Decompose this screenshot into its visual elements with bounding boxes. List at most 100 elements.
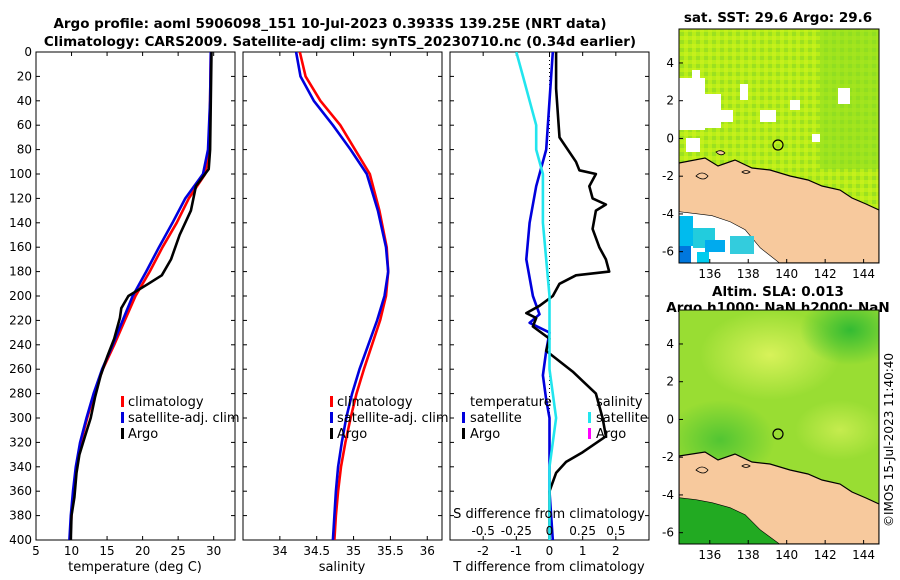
sst-map: 136 138 140 142 144 4 2 0 -2 -4 -6: [662, 28, 880, 281]
sla-map: 136 138 140 142 144 4 2 0 -2 -4 -6: [662, 309, 880, 562]
legend-argo-swatch: [121, 428, 124, 439]
x-tick-label: -2: [477, 544, 489, 558]
map-y-tick-label: -2: [662, 169, 674, 183]
y-tick-label: 380: [9, 509, 32, 523]
legend-t-argo-swatch: [462, 428, 465, 439]
legend-satellite-label: satellite-adj. clim: [337, 411, 449, 426]
map-x-tick-label: 140: [775, 267, 798, 281]
sla-map-title-line1: Altim. SLA: 0.013: [712, 284, 844, 300]
x-tick-label: 35: [346, 544, 361, 558]
y-tick-label: 240: [9, 338, 32, 352]
x-tick-label: 20: [135, 544, 150, 558]
x-tick-label: -1: [510, 544, 522, 558]
y-tick-label: 60: [17, 118, 32, 132]
series-temperature-satellite: [524, 52, 555, 540]
sst-map-title: sat. SST: 29.6 Argo: 29.6: [684, 10, 872, 26]
y-tick-label: 100: [9, 167, 32, 181]
legend-s-satellite-label: satellite: [596, 411, 648, 426]
series-satellite-adj-clim: [68, 52, 213, 540]
sst-map-frame: [678, 28, 880, 264]
difference-legend-left: temperature satellite Argo: [462, 395, 552, 442]
map-x-tick-label: 138: [737, 267, 760, 281]
legend-s-satellite-swatch: [588, 412, 591, 423]
series-climatology: [298, 52, 390, 540]
x-tick-label: 15: [99, 544, 114, 558]
legend-satellite-swatch: [330, 412, 333, 423]
y-tick-label: 80: [17, 143, 32, 157]
map-y-tick-label: 4: [666, 56, 674, 70]
y-tick-label: 360: [9, 484, 32, 498]
y-tick-label: 260: [9, 362, 32, 376]
y-tick-label: 160: [9, 240, 32, 254]
imos-timestamp: ©IMOS 15-Jul-2023 11:40:40: [882, 353, 896, 527]
sst-missing-cells: [679, 70, 850, 152]
map-y-tick-label: 0: [666, 412, 674, 426]
legend-argo-label: Argo: [128, 427, 158, 442]
legend-satellite-swatch: [121, 412, 124, 423]
x-tick-label: 36: [420, 544, 435, 558]
map-x-tick-label: 138: [737, 548, 760, 562]
x-tick-label: 30: [206, 544, 221, 558]
salinity-xlabel: salinity: [319, 560, 366, 575]
y-tick-label: 120: [9, 191, 32, 205]
x2-tick-label: -0.5: [471, 524, 494, 538]
x-tick-label: 10: [64, 544, 79, 558]
legend-t-argo-label: Argo: [470, 427, 500, 442]
legend-argo-swatch: [330, 428, 333, 439]
legend-s-argo-swatch: [588, 428, 591, 439]
map-x-tick-label: 142: [814, 267, 837, 281]
legend-t-satellite-label: satellite: [470, 411, 522, 426]
series-argo: [69, 52, 213, 540]
legend-satellite-label: satellite-adj. clim: [128, 411, 240, 426]
y-tick-label: 320: [9, 435, 32, 449]
map-x-tick-label: 142: [814, 548, 837, 562]
difference-legend-right: salinity satellite Argo: [588, 395, 648, 442]
sst-islands: [695, 150, 751, 180]
x-tick-label: 25: [171, 544, 186, 558]
y-tick-label: 280: [9, 387, 32, 401]
x-tick-label: 35.5: [377, 544, 404, 558]
salinity-panel: 34 34.5 35 35.5 36 salinity climatology sate…: [242, 51, 449, 575]
difference-panel: -2 -1 0 1 2 T difference from climatology S …: [449, 51, 650, 575]
sst-cool-cells: [679, 216, 754, 263]
difference-xlabel: T difference from climatology: [452, 560, 645, 575]
sla-map-frame: [678, 309, 880, 545]
map-x-tick-label: 140: [775, 548, 798, 562]
series-satellite-adj-clim: [294, 52, 390, 540]
legend-argo-label: Argo: [337, 427, 367, 442]
salinity-axes-box: [242, 51, 443, 541]
y-tick-label: 300: [9, 411, 32, 425]
map-y-tick-label: 0: [666, 131, 674, 145]
legend-climatology-label: climatology: [337, 395, 413, 410]
x-tick-label: 5: [32, 544, 40, 558]
temperature-legend: climatology satellite-adj. clim Argo: [121, 395, 240, 442]
map-y-tick-label: 2: [666, 94, 674, 108]
x2-tick-label: 0.25: [569, 524, 596, 538]
map-y-tick-label: 4: [666, 337, 674, 351]
x2-tick-label: 0: [546, 524, 554, 538]
map-x-tick-label: 144: [852, 267, 875, 281]
map-y-tick-label: -4: [662, 488, 674, 502]
temperature-panel: 0 20 40 60 80 100 120 140 160 180 200 220 240 260 280 3…: [9, 45, 240, 575]
map-y-tick-label: -6: [662, 526, 674, 540]
x2-tick-label: 0.5: [606, 524, 625, 538]
map-y-tick-label: 2: [666, 375, 674, 389]
temperature-xlabel: temperature (deg C): [68, 560, 202, 575]
figure-title-line1: Argo profile: aoml 5906098_151 10-Jul-20…: [53, 16, 606, 32]
sst-argo-marker: [772, 139, 784, 151]
x-tick-label: 2: [612, 544, 620, 558]
difference-x2-ticks: -0.5 -0.25 0 0.25 0.5: [471, 524, 625, 538]
legend-climatology-swatch: [330, 396, 333, 407]
y-tick-label: 180: [9, 265, 32, 279]
x2-tick-label: -0.25: [501, 524, 532, 538]
legend-climatology-swatch: [121, 396, 124, 407]
sla-argo-marker: [772, 428, 784, 440]
salinity-legend: climatology satellite-adj. clim Argo: [330, 395, 449, 442]
figure-title-line2: Climatology: CARS2009. Satellite-adj cli…: [44, 34, 636, 50]
map-y-tick-label: -4: [662, 207, 674, 221]
sla-high-anomaly-east: [795, 400, 879, 460]
x-tick-label: 34: [272, 544, 287, 558]
legend-t-satellite-swatch: [462, 412, 465, 423]
y-tick-label: 200: [9, 289, 32, 303]
